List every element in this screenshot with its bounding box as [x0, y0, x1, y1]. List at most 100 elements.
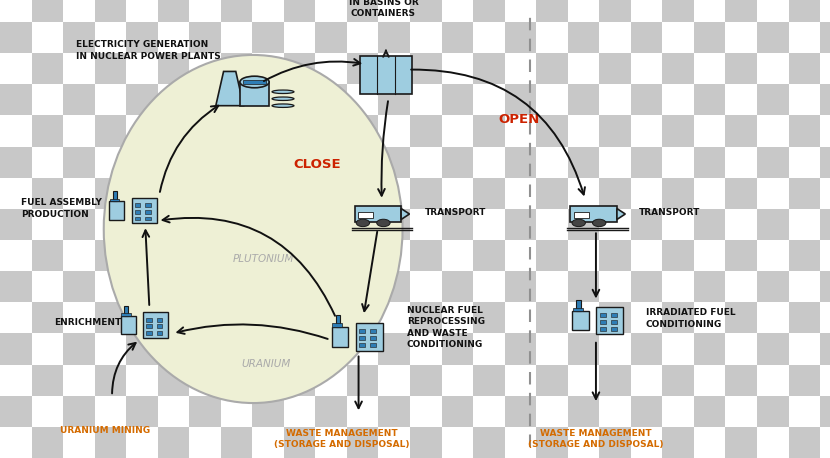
- Bar: [157, 331, 163, 335]
- Bar: [63, 302, 95, 333]
- Bar: [378, 0, 410, 22]
- Bar: [631, 115, 662, 147]
- Bar: [694, 365, 725, 396]
- Bar: [599, 327, 606, 331]
- Bar: [536, 84, 568, 115]
- Bar: [359, 336, 365, 340]
- Bar: [662, 396, 694, 427]
- Bar: [145, 203, 151, 207]
- Bar: [347, 302, 378, 333]
- Bar: [335, 315, 339, 327]
- Bar: [63, 147, 95, 178]
- Bar: [252, 53, 284, 84]
- Bar: [820, 178, 830, 209]
- Bar: [0, 84, 32, 115]
- Bar: [820, 396, 830, 427]
- Bar: [378, 115, 410, 147]
- Bar: [442, 365, 473, 396]
- Bar: [109, 202, 124, 220]
- Text: TRANSPORT: TRANSPORT: [639, 208, 701, 218]
- Circle shape: [377, 219, 390, 227]
- Bar: [568, 302, 599, 333]
- Text: WASTE MANAGEMENT
(STORAGE AND DISPOSAL): WASTE MANAGEMENT (STORAGE AND DISPOSAL): [274, 429, 410, 449]
- Polygon shape: [216, 71, 243, 106]
- Bar: [370, 336, 376, 340]
- Bar: [370, 343, 376, 347]
- Bar: [788, 302, 820, 333]
- Bar: [347, 271, 378, 302]
- Bar: [725, 84, 757, 115]
- Ellipse shape: [240, 76, 269, 88]
- Bar: [315, 178, 347, 209]
- Bar: [788, 365, 820, 396]
- Bar: [662, 178, 694, 209]
- Bar: [126, 147, 158, 178]
- Bar: [611, 327, 617, 331]
- Bar: [694, 333, 725, 365]
- Bar: [315, 0, 347, 22]
- Bar: [315, 365, 347, 396]
- Bar: [505, 365, 536, 396]
- Bar: [95, 427, 126, 458]
- Bar: [95, 147, 126, 178]
- Bar: [32, 22, 63, 53]
- Bar: [505, 147, 536, 178]
- Bar: [694, 427, 725, 458]
- Bar: [95, 240, 126, 271]
- Bar: [599, 22, 631, 53]
- Text: CLOSE: CLOSE: [293, 158, 341, 171]
- Bar: [347, 147, 378, 178]
- Bar: [473, 178, 505, 209]
- Bar: [473, 209, 505, 240]
- Bar: [662, 209, 694, 240]
- Bar: [126, 0, 158, 22]
- Bar: [725, 209, 757, 240]
- Bar: [788, 115, 820, 147]
- Bar: [189, 271, 221, 302]
- Bar: [505, 0, 536, 22]
- Bar: [473, 22, 505, 53]
- Bar: [95, 209, 126, 240]
- Bar: [442, 302, 473, 333]
- Bar: [378, 427, 410, 458]
- Bar: [124, 305, 129, 316]
- Bar: [221, 53, 252, 84]
- Bar: [221, 22, 252, 53]
- Bar: [599, 396, 631, 427]
- Bar: [126, 84, 158, 115]
- Bar: [410, 178, 442, 209]
- Bar: [788, 240, 820, 271]
- Bar: [410, 147, 442, 178]
- Bar: [32, 115, 63, 147]
- Bar: [410, 302, 442, 333]
- Bar: [631, 365, 662, 396]
- Bar: [410, 271, 442, 302]
- Bar: [611, 313, 617, 317]
- Bar: [347, 209, 378, 240]
- Bar: [820, 53, 830, 84]
- Bar: [284, 271, 315, 302]
- Bar: [820, 427, 830, 458]
- Bar: [757, 333, 788, 365]
- Bar: [757, 427, 788, 458]
- Bar: [410, 22, 442, 53]
- Text: WASTE MANAGEMENT
(STORAGE AND DISPOSAL): WASTE MANAGEMENT (STORAGE AND DISPOSAL): [528, 429, 664, 449]
- Bar: [378, 22, 410, 53]
- Bar: [631, 240, 662, 271]
- Bar: [354, 206, 401, 222]
- Bar: [378, 302, 410, 333]
- Bar: [32, 271, 63, 302]
- Bar: [221, 0, 252, 22]
- Bar: [378, 240, 410, 271]
- Bar: [694, 271, 725, 302]
- Bar: [252, 147, 284, 178]
- Bar: [189, 209, 221, 240]
- Bar: [126, 240, 158, 271]
- Bar: [788, 84, 820, 115]
- Bar: [252, 22, 284, 53]
- Bar: [95, 53, 126, 84]
- Text: OPEN: OPEN: [498, 113, 540, 125]
- Bar: [378, 271, 410, 302]
- Bar: [126, 396, 158, 427]
- Bar: [662, 427, 694, 458]
